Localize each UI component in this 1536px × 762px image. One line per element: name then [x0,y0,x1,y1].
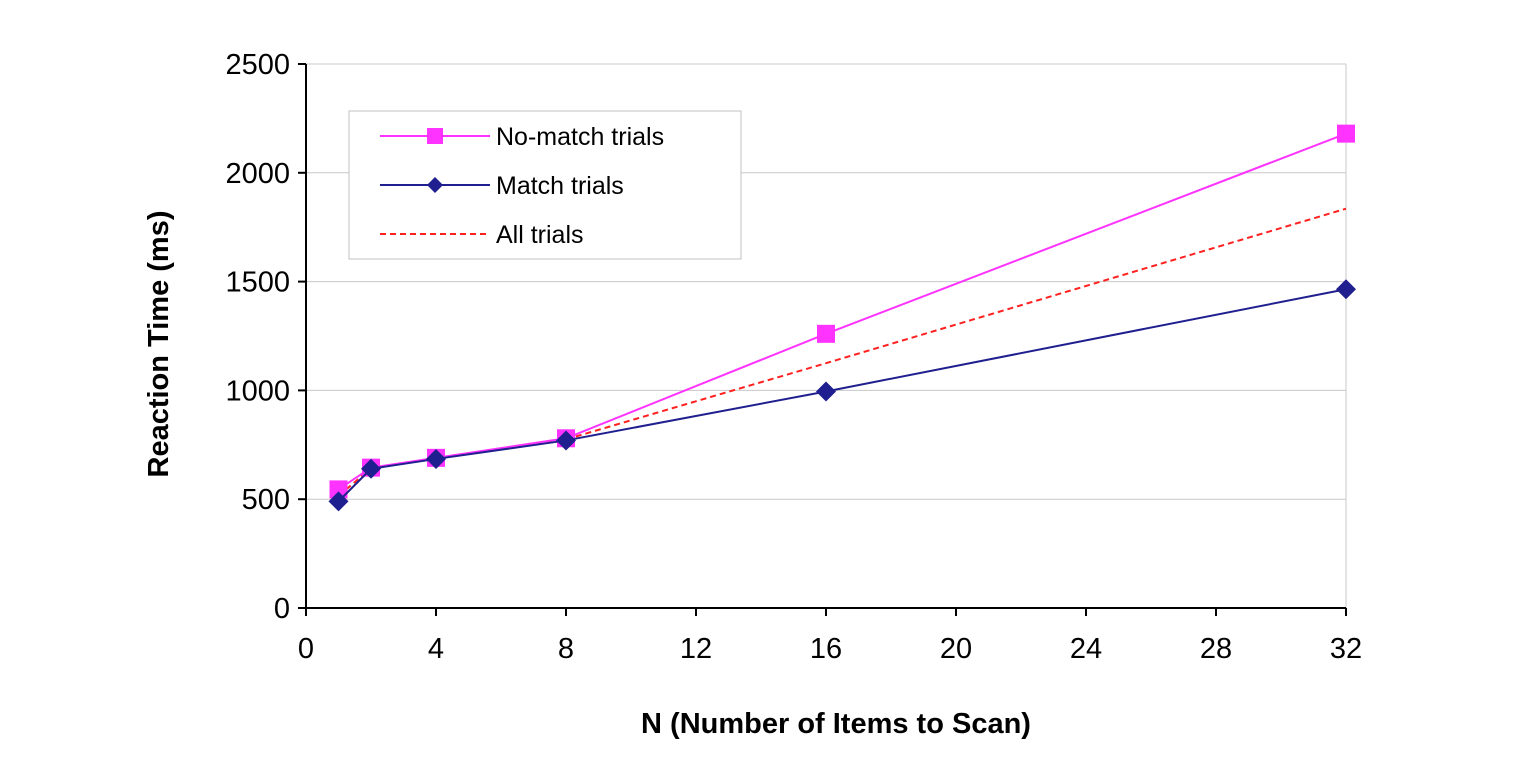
x-tick-label: 24 [1070,633,1102,665]
data-point-match-trials [1336,279,1356,300]
y-tick-label: 2500 [225,49,290,81]
x-tick-label: 4 [428,633,444,665]
y-tick-label: 2000 [225,158,290,190]
y-tick-label: 0 [274,593,290,625]
x-tick-label: 0 [298,633,314,665]
data-point-match-trials [816,381,836,402]
x-tick-label: 28 [1200,633,1232,665]
legend-label: All trials [496,221,584,249]
y-tick-label: 1000 [225,375,290,407]
y-tick-label: 1500 [225,267,290,299]
legend-label: No-match trials [496,123,664,151]
data-point-no-match-trials [1337,124,1355,143]
legend: No-match trials Match trials All trials [348,110,742,260]
x-tick-label: 8 [558,633,574,665]
data-point-no-match-trials [817,324,835,343]
legend-label: Match trials [496,172,624,200]
x-tick-label: 16 [810,633,842,665]
tick-labels: 0 500 1000 1500 2000 2500 0 4 8 12 16 20 24 28 32 [225,49,1362,665]
y-axis-label: Reaction Time (ms) [143,211,175,478]
x-axis-label: N (Number of Items to Scan) [641,708,1031,740]
plot-series [328,124,1356,512]
data-point-no-match-trials [329,480,348,499]
x-tick-label: 12 [680,633,712,665]
x-tick-label: 20 [940,633,972,665]
axes [298,63,1347,616]
y-tick-label: 500 [242,484,290,516]
data-point-match-trials [556,430,576,451]
data-point-match-trials [328,491,349,512]
legend-marker [427,177,443,193]
series-line-match-trials [337,288,1347,503]
data-point-match-trials [361,458,381,479]
x-tick-label: 32 [1330,633,1362,665]
data-point-match-trials [426,448,446,469]
legend-marker [427,128,443,144]
